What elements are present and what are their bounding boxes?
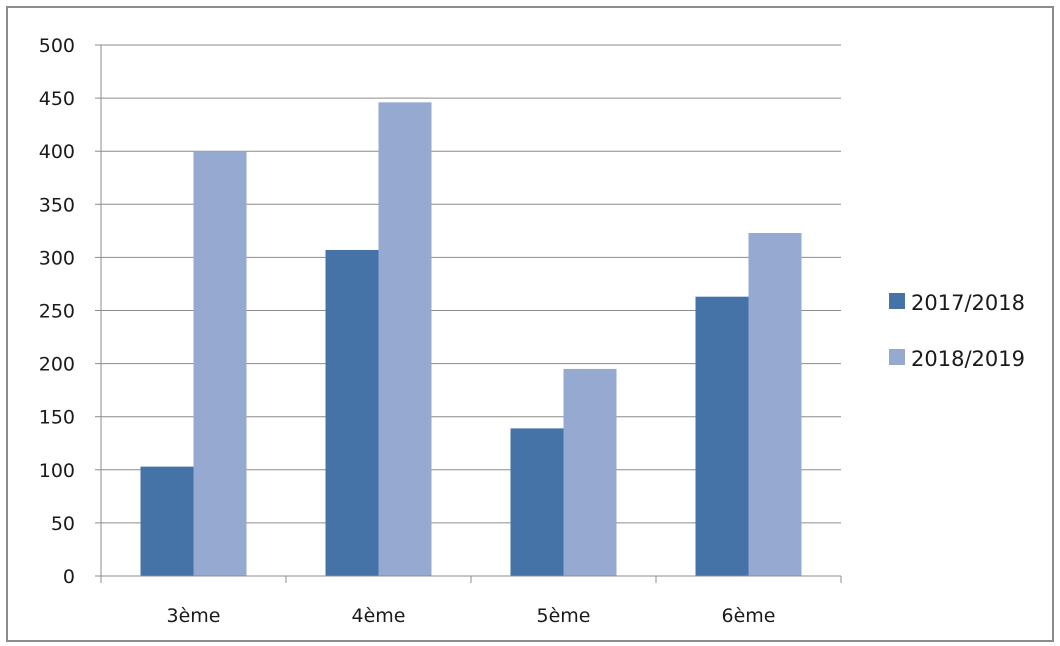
bar-2017/2018-4ème [325, 249, 379, 576]
y-tick-label: 400 [39, 141, 75, 163]
legend-swatch [889, 349, 905, 365]
legend-swatch [889, 293, 905, 309]
bar-2018/2019-5ème [563, 368, 617, 576]
y-tick-label: 450 [39, 88, 75, 110]
y-tick-label: 200 [39, 354, 75, 376]
x-category-label: 5ème [537, 605, 591, 627]
bar-2017/2018-5ème [510, 428, 564, 576]
y-tick-label: 300 [39, 247, 75, 269]
y-tick-label: 0 [63, 566, 75, 588]
legend-label: 2018/2019 [911, 347, 1025, 371]
x-category-label: 4ème [352, 605, 406, 627]
y-axis-ticks: 0 50 100 150 200 250 300 350 400 450 500 [39, 35, 75, 588]
x-axis-categories: 3ème 4ème 5ème 6ème [167, 605, 776, 627]
y-tick-label: 50 [51, 513, 75, 535]
bar-2017/2018-3ème [140, 466, 194, 576]
x-category-label: 3ème [167, 605, 221, 627]
bar-2018/2019-4ème [378, 102, 432, 577]
legend-label: 2017/2018 [911, 291, 1025, 315]
y-tick-label: 100 [39, 460, 75, 482]
bars [140, 102, 802, 577]
bar-2018/2019-3ème [193, 151, 247, 576]
x-category-label: 6ème [722, 605, 776, 627]
y-tick-label: 500 [39, 35, 75, 57]
axes [95, 44, 842, 583]
bar-2018/2019-6ème [748, 232, 802, 576]
bar-2017/2018-6ème [695, 296, 749, 576]
y-tick-label: 350 [39, 194, 75, 216]
legend: 2017/2018 2018/2019 [889, 291, 1025, 371]
y-tick-label: 150 [39, 407, 75, 429]
y-tick-label: 250 [39, 301, 75, 323]
